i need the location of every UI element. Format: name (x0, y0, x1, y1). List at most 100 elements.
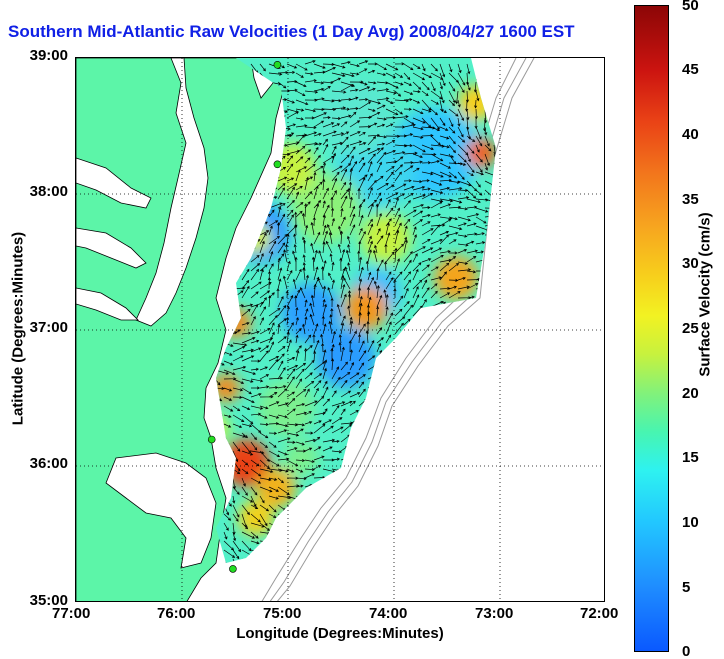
velocity-arrow (250, 291, 259, 299)
velocity-arrow (482, 495, 486, 505)
velocity-arrow (286, 504, 299, 511)
velocity-arrow (421, 90, 429, 97)
velocity-arrow (268, 431, 278, 435)
velocity-arrow (439, 234, 450, 245)
velocity-arrow (268, 187, 278, 191)
velocity-arrow (232, 423, 243, 429)
velocity-arrow (232, 253, 241, 263)
velocity-arrow (367, 203, 374, 218)
velocity-arrow (458, 568, 464, 573)
y-tick: 39:00 (29, 47, 68, 64)
velocity-arrow (358, 418, 368, 425)
velocity-arrow (286, 468, 295, 473)
velocity-arrow (340, 60, 351, 65)
velocity-arrow (241, 531, 256, 539)
velocity-arrow (313, 283, 317, 299)
velocity-arrow (268, 355, 280, 362)
velocity-arrow (412, 522, 418, 532)
velocity-arrow (493, 351, 496, 359)
velocity-arrow (367, 153, 376, 164)
velocity-arrow (421, 193, 434, 200)
velocity-arrow (241, 219, 251, 227)
velocity-arrow (448, 414, 456, 428)
velocity-arrow (358, 287, 362, 299)
velocity-arrow (484, 81, 491, 95)
velocity-arrow (412, 395, 422, 399)
velocity-arrow (484, 250, 494, 254)
velocity-arrow (223, 459, 230, 467)
x-tick: 76:00 (157, 605, 196, 622)
velocity-arrow (268, 392, 278, 398)
velocity-arrow (457, 135, 466, 143)
velocity-arrow (485, 577, 491, 588)
velocity-arrow (421, 144, 434, 151)
velocity-arrow (385, 277, 394, 290)
velocity-arrow (277, 513, 288, 521)
velocity-arrow (349, 131, 361, 137)
velocity-arrow (358, 132, 366, 137)
velocity-arrow (241, 268, 250, 281)
velocity-arrow (301, 212, 306, 227)
velocity-arrow (277, 549, 286, 554)
velocity-arrow (277, 115, 286, 119)
velocity-arrow (277, 278, 282, 290)
velocity-arrow (421, 549, 431, 557)
velocity-arrow (457, 522, 462, 532)
velocity-arrow (421, 81, 430, 91)
velocity-arrow (483, 90, 487, 103)
velocity-arrow (421, 309, 435, 317)
velocity-arrow (403, 318, 411, 326)
velocity-arrow (232, 345, 246, 353)
hf-radar-stations (207, 61, 282, 573)
velocity-arrow (295, 403, 306, 407)
velocity-arrow (403, 90, 414, 95)
velocity-arrow (358, 214, 364, 227)
velocity-arrow (385, 184, 395, 191)
velocity-arrow (268, 385, 279, 390)
velocity-arrow (484, 259, 493, 263)
velocity-arrow (457, 378, 464, 385)
velocity-arrow (502, 514, 504, 525)
velocity-arrow (439, 405, 450, 413)
velocity-arrow (497, 478, 503, 489)
velocity-arrow (268, 314, 278, 326)
velocity-arrow (304, 316, 308, 326)
velocity-arrow (403, 390, 416, 398)
velocity-arrow (295, 411, 308, 416)
velocity-arrow (394, 511, 406, 515)
velocity-arrow (216, 396, 218, 407)
velocity-arrow (367, 531, 379, 535)
velocity-arrow (403, 531, 410, 538)
velocity-arrow (439, 108, 448, 113)
velocity-arrow (448, 186, 463, 191)
velocity-arrow (376, 213, 382, 227)
velocity-arrow (322, 398, 330, 407)
velocity-arrow (394, 171, 402, 182)
velocity-arrow (475, 396, 482, 409)
velocity-arrow (331, 279, 335, 290)
velocity-arrow (457, 162, 467, 166)
velocity-arrow (439, 495, 447, 502)
velocity-arrow (376, 316, 380, 326)
velocity-arrow (302, 267, 306, 281)
velocity-arrow (385, 140, 396, 146)
velocity-arrow (313, 266, 319, 281)
velocity-arrow (295, 117, 304, 121)
velocity-arrow (322, 559, 336, 563)
velocity-arrow (502, 433, 505, 440)
velocity-arrow (277, 353, 285, 362)
velocity-arrow (286, 447, 298, 452)
velocity-arrow (349, 555, 361, 560)
velocity-arrow (268, 307, 281, 317)
velocity-arrow (349, 88, 359, 92)
velocity-arrow (349, 213, 356, 227)
velocity-arrow (404, 567, 411, 570)
velocity-arrow (475, 351, 489, 355)
velocity-arrow (448, 486, 452, 500)
velocity-arrow (313, 548, 326, 552)
station-marker (207, 435, 216, 444)
velocity-arrow (503, 361, 512, 367)
velocity-arrow (376, 457, 388, 461)
velocity-arrow (349, 316, 353, 326)
velocity-arrow (328, 272, 333, 281)
